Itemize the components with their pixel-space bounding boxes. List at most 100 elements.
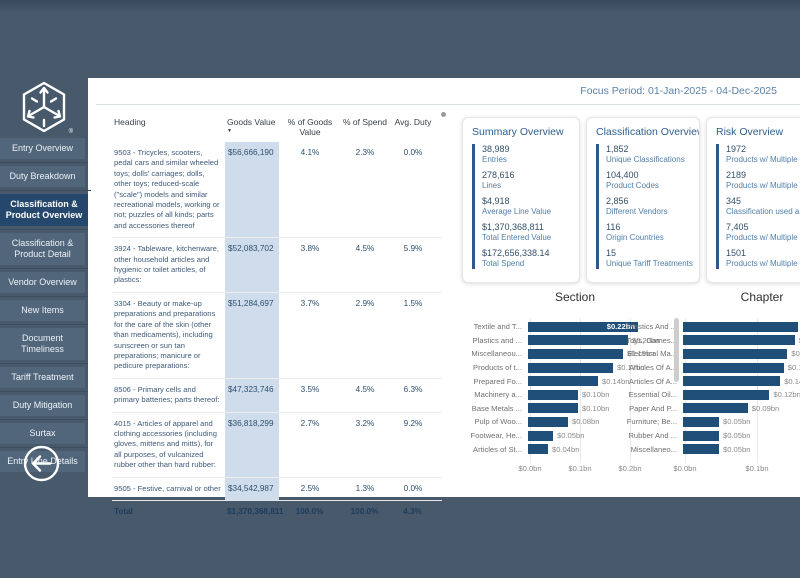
bar[interactable] [683, 403, 748, 414]
bar-row: Electrical Ma... $0.15bn [618, 347, 800, 361]
bar-row: Base Metals ... $0.10bn [458, 402, 674, 416]
metric-value: 278,616 [482, 170, 515, 180]
bar-value-label: $0.17bn [617, 363, 645, 373]
metric-label: Average Line Value [482, 207, 552, 216]
total-avg-duty: 4.3% [403, 506, 422, 516]
card-title: Classification Overview [596, 126, 700, 138]
sidebar-item-duty-breakdown[interactable]: Duty Breakdown [0, 162, 88, 187]
metric-label: Total Spend [482, 259, 525, 268]
section-chart-scrollbar[interactable] [674, 318, 679, 382]
category-label: Plastics And ... [627, 322, 677, 332]
pct-goods-value-cell: 3.7% [300, 298, 320, 308]
table-row[interactable]: 9505 - Festive, carnival or other $34,542… [112, 476, 442, 500]
bar[interactable] [683, 389, 770, 400]
category-label: Furniture; Be... [626, 417, 677, 427]
metric-value: 1501 [726, 248, 747, 258]
gridline [630, 318, 631, 462]
column-header-5[interactable]: Avg. Duty [394, 117, 432, 127]
sidebar-item-classification-product-detail[interactable]: Classification & Product Detail [0, 229, 88, 265]
sidebar-item-duty-mitigation[interactable]: Duty Mitigation [0, 391, 88, 416]
sidebar-item-new-items[interactable]: New Items [0, 296, 88, 321]
bar[interactable] [528, 376, 598, 387]
bar-value-label: $0.10bn [582, 390, 610, 400]
pct-spend-cell: 3.2% [355, 418, 375, 428]
bar-row: Articles Of A... $0.14bn [618, 361, 800, 375]
sidebar-item-classification-product-overview[interactable]: Classification & Product Overview [0, 190, 91, 226]
bar-value-label: $0.05bn [557, 431, 585, 441]
bar-row: Textile and T... $0.22bn [458, 320, 674, 334]
bar[interactable] [528, 444, 548, 455]
category-label: Paper And P... [629, 403, 677, 413]
metric-value: $172,656,338.14 [482, 248, 550, 258]
goods-value-cell: $34,542,987 [225, 477, 279, 500]
sidebar-item-tariff-treatment[interactable]: Tariff Treatment [0, 363, 88, 388]
category-label: Miscellaneo... [630, 444, 677, 454]
heading-cell: 3924 - Tableware, kitchenware, other hou… [114, 244, 219, 285]
table-row[interactable]: 9503 - Tricycles, scooters, pedal cars a… [112, 142, 442, 238]
back-button[interactable] [23, 445, 60, 482]
table-row[interactable]: 4015 - Articles of apparel and clothing … [112, 411, 442, 477]
bar[interactable] [683, 444, 719, 455]
column-header-1[interactable]: Heading [114, 117, 146, 127]
bar[interactable] [683, 362, 784, 373]
bar[interactable] [528, 430, 553, 441]
bar[interactable] [528, 348, 623, 359]
bar-row: Machinery a... $0.10bn [458, 388, 674, 402]
bar[interactable] [683, 335, 795, 346]
metric-label: Unique Tariff Treatments [606, 259, 693, 268]
sort-descending-icon[interactable]: ▼ [227, 128, 232, 134]
bar[interactable] [528, 389, 578, 400]
bar[interactable] [683, 376, 781, 387]
overview-cards: Summary Overview 38,989 Entries 278,616 Line… [462, 117, 800, 283]
pct-spend-cell: 1.3% [355, 483, 375, 493]
chart-chapter: Chapter $0.0bn $0.1bn $0.2bn Plastics And ..… [618, 290, 800, 485]
scrollbar-thumb-dot[interactable] [441, 112, 446, 117]
avg-duty-cell: 1.5% [403, 298, 423, 308]
metric: 116 Origin Countries [606, 222, 690, 243]
bar[interactable] [528, 403, 578, 414]
bar-value-label: $0.16bn [799, 336, 800, 345]
metric: 104,400 Product Codes [606, 170, 690, 191]
bar[interactable] [683, 348, 788, 359]
bar-row: Rubber And ... $0.05bn [618, 429, 800, 443]
card-metrics: 1,852 Unique Classifications 104,400 Produc… [596, 144, 693, 269]
metric-value: 2189 [726, 170, 747, 180]
sidebar-item-document-timeliness[interactable]: Document Timeliness [0, 324, 88, 360]
category-label: Base Metals ... [471, 403, 522, 413]
bar-row: Miscellaneo... $0.05bn [618, 442, 800, 456]
bar-row: Footwear, He... $0.05bn [458, 429, 674, 443]
sidebar-item-surtax[interactable]: Surtax [0, 419, 88, 444]
pct-goods-value-cell: 3.8% [300, 244, 320, 254]
sidebar-nav: Entry Overview Duty Breakdown Classificati… [0, 138, 91, 472]
total-pct-goods-value: 100.0% [295, 506, 324, 516]
bar-row: Paper And P... $0.09bn [618, 402, 800, 416]
table-row[interactable]: 8506 - Primary cells and primary batteri… [112, 377, 442, 412]
bar-row: Pulp of Woo... $0.08bn [458, 415, 674, 429]
cube-arrows-logo-icon [22, 81, 66, 133]
bar[interactable] [683, 321, 799, 332]
bar-value-label: $0.08bn [572, 417, 600, 427]
bar[interactable] [528, 362, 613, 373]
column-header-2[interactable]: Goods Value ▼ [227, 117, 276, 134]
bar[interactable] [683, 430, 719, 441]
bar[interactable] [528, 416, 568, 427]
category-label: Plastics and ... [472, 335, 522, 345]
metric: $1,370,368,811 Total Entered Value [482, 222, 570, 243]
goods-value-cell: $47,323,746 [225, 378, 279, 412]
chart-section: Section $0.0bn $0.1bn $0.2bn Textile and T..… [458, 290, 674, 485]
category-label: Textile and T... [473, 322, 522, 332]
bar-value-label: $0.05bn [723, 431, 751, 441]
column-header-3[interactable]: % of Goods Value [287, 117, 333, 137]
category-label: Articles Of A... [628, 363, 677, 373]
bar[interactable] [528, 335, 628, 346]
bar[interactable]: $0.22bn [528, 321, 638, 332]
goods-value-cell: $51,284,697 [225, 292, 279, 378]
sidebar-item-vendor-overview[interactable]: Vendor Overview [0, 268, 88, 293]
sidebar-item-entry-overview[interactable]: Entry Overview [0, 138, 85, 159]
table-row[interactable]: 3304 - Beauty or make-up preparations an… [112, 291, 442, 378]
bar[interactable] [683, 416, 719, 427]
table-row[interactable]: 3924 - Tableware, kitchenware, other hou… [112, 237, 442, 292]
metric: 1972 Products w/ Multiple Cl [726, 144, 800, 165]
column-header-4[interactable]: % of Spend [343, 117, 387, 127]
